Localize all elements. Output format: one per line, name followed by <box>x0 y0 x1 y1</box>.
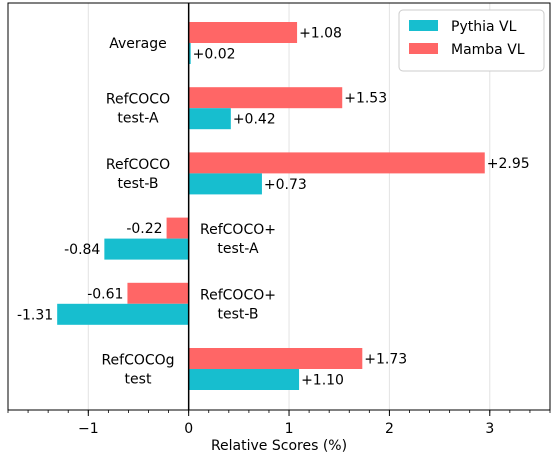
x-tick-label: 3 <box>485 421 494 437</box>
value-label: +0.73 <box>264 177 307 193</box>
value-labels: +1.08 +0.02 +1.53 +0.42 +2.95 +0.73 -0.22 -0.84… <box>17 26 530 389</box>
x-tick-label: 0 <box>184 421 193 437</box>
legend-label: Pythia VL <box>451 19 517 35</box>
value-label: -1.31 <box>17 307 53 323</box>
value-label: -0.61 <box>87 286 123 302</box>
bar-pythia-vl <box>104 238 189 260</box>
value-label: -0.84 <box>64 242 100 258</box>
value-label: +1.10 <box>301 373 344 389</box>
bar-pythia-vl <box>188 108 231 130</box>
x-tick-label: 2 <box>385 421 394 437</box>
bar-mamba-vl <box>188 87 343 109</box>
category-label: RefCOCO test-A <box>106 92 170 127</box>
value-label: +2.95 <box>487 156 530 172</box>
x-tick-label: −1 <box>78 421 99 437</box>
bar-mamba-vl <box>188 152 485 174</box>
legend: Pythia VL Mamba VL <box>398 9 545 72</box>
category-label: RefCOCOg test <box>101 353 174 388</box>
bar-mamba-vl <box>127 282 189 304</box>
value-label: -0.22 <box>126 221 162 237</box>
value-label: +1.53 <box>344 91 387 107</box>
legend-swatch-pythia-vl <box>409 20 438 31</box>
value-label: +1.73 <box>364 352 407 368</box>
category-labels: Average RefCOCO test-A RefCOCO test-B RefCOCO… <box>101 36 276 388</box>
category-label: RefCOCO test-B <box>106 157 170 192</box>
category-label: Average <box>109 36 167 52</box>
bar-pythia-vl <box>188 369 300 390</box>
value-label: +0.42 <box>233 112 276 128</box>
legend-swatch-mamba-vl <box>409 43 438 54</box>
bars <box>57 22 485 390</box>
value-label: +1.08 <box>299 26 342 42</box>
x-tick-label: 1 <box>285 421 294 437</box>
bar-mamba-vl <box>188 348 363 369</box>
category-label: RefCOCO+ test-B <box>200 287 276 322</box>
value-label: +0.02 <box>193 47 236 63</box>
legend-label: Mamba VL <box>451 42 525 58</box>
x-axis-label: Relative Scores (%) <box>211 438 347 454</box>
plot-frame <box>7 2 551 411</box>
bar-pythia-vl <box>57 303 189 325</box>
bar-mamba-vl <box>188 22 298 43</box>
x-axis-ticks: −1 0 1 2 3 <box>7 410 551 437</box>
bar-pythia-vl <box>188 173 262 195</box>
bar-pythia-vl <box>188 43 191 64</box>
category-label: RefCOCO+ test-A <box>200 222 276 257</box>
bar-mamba-vl <box>166 217 189 239</box>
